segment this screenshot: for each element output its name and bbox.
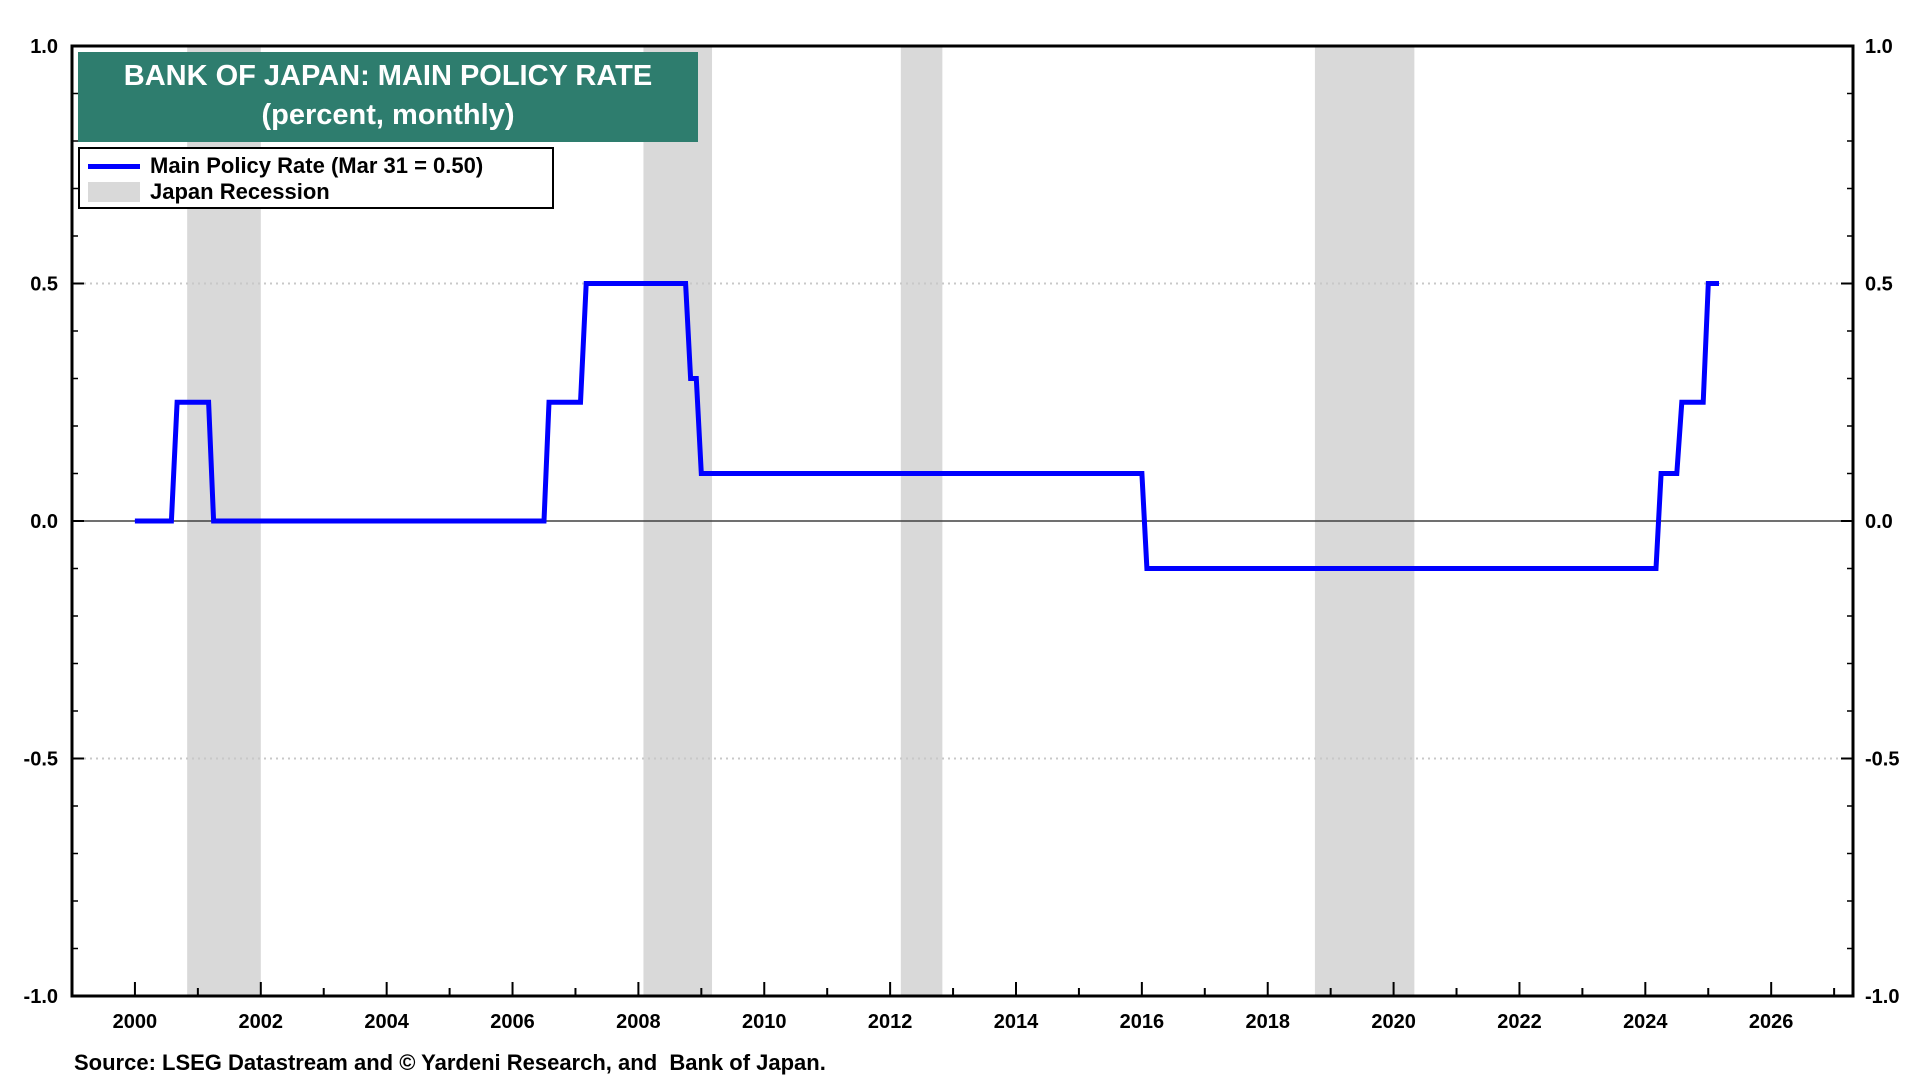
series-point-4 — [213, 520, 215, 522]
series-point-3 — [208, 401, 210, 403]
ticks — [71, 45, 1853, 997]
series-point-11 — [695, 378, 697, 379]
legend-swatch-recession — [88, 182, 140, 202]
x-tick-label-2008: 2008 — [616, 1011, 661, 1033]
y-tick-label-right-4: -1.0 — [1865, 986, 1899, 1008]
series-point-15 — [1655, 568, 1657, 569]
x-tick-label-2012: 2012 — [868, 1011, 913, 1033]
series-point-8 — [585, 283, 587, 284]
legend-label-policy-rate: Main Policy Rate (Mar 31 = 0.50) — [150, 153, 484, 178]
x-tick-label-2016: 2016 — [1120, 1011, 1165, 1033]
series-layer — [134, 281, 1720, 571]
y-tick-label-left-0: 1.0 — [30, 36, 58, 58]
series-point-10 — [690, 378, 692, 379]
x-tick-label-2018: 2018 — [1245, 1011, 1290, 1033]
y-tick-label-left-4: -1.0 — [24, 986, 58, 1008]
y-tick-label-right-1: 0.5 — [1865, 274, 1893, 296]
legend-item-recession: Japan Recession — [88, 179, 330, 204]
y-tick-label-right-3: -0.5 — [1865, 749, 1899, 771]
series-point-0 — [134, 520, 136, 522]
chart-subtitle: (percent, monthly) — [261, 99, 515, 131]
series-point-17 — [1676, 473, 1678, 474]
legend-label-recession: Japan Recession — [150, 179, 330, 204]
series-point-14 — [1146, 568, 1148, 569]
series-point-20 — [1707, 283, 1709, 284]
series-point-16 — [1660, 473, 1662, 474]
x-tick-label-2014: 2014 — [994, 1011, 1039, 1033]
x-tick-label-2020: 2020 — [1371, 1011, 1416, 1033]
series-line-policy-rate — [134, 281, 1719, 571]
y-tick-label-left-3: -0.5 — [24, 749, 58, 771]
series-point-18 — [1681, 401, 1683, 403]
y-tick-label-right-0: 1.0 — [1865, 36, 1893, 58]
x-tick-label-2026: 2026 — [1749, 1011, 1794, 1033]
x-tick-label-2010: 2010 — [742, 1011, 787, 1033]
series-point-19 — [1702, 401, 1704, 403]
tick-labels: 1.0 1.0 0.5 0.5 0.0 0.0 -0.5 -0.5 -1.0 -1.0 2000 20… — [24, 36, 1900, 1033]
x-tick-label-2000: 2000 — [113, 1011, 158, 1033]
source-note: Source: LSEG Datastream and © Yardeni Re… — [74, 1050, 826, 1075]
x-tick-label-2022: 2022 — [1497, 1011, 1542, 1033]
series-point-5 — [543, 520, 545, 522]
y-tick-label-left-1: 0.5 — [30, 274, 58, 296]
chart-title-box: BANK OF JAPAN: MAIN POLICY RATE (percent… — [78, 52, 698, 142]
x-tick-label-2024: 2024 — [1623, 1011, 1668, 1033]
legend-swatch-line — [88, 163, 140, 169]
series-point-9 — [685, 283, 687, 284]
y-tick-label-left-2: 0.0 — [30, 511, 58, 533]
x-tick-label-2004: 2004 — [364, 1011, 409, 1033]
chart-title: BANK OF JAPAN: MAIN POLICY RATE — [123, 60, 653, 92]
legend-item-policy-rate: Main Policy Rate (Mar 31 = 0.50) — [88, 153, 484, 178]
series-point-6 — [548, 401, 550, 403]
series-point-21 — [1718, 283, 1720, 284]
series-point-1 — [170, 520, 172, 522]
series-point-13 — [1141, 473, 1143, 474]
series-point-2 — [176, 401, 178, 403]
y-tick-label-right-2: 0.0 — [1865, 511, 1893, 533]
x-tick-label-2002: 2002 — [239, 1011, 284, 1033]
series-point-7 — [579, 401, 581, 403]
legend: Main Policy Rate (Mar 31 = 0.50) Japan R… — [78, 147, 554, 209]
x-tick-label-2006: 2006 — [490, 1011, 535, 1033]
series-point-12 — [700, 473, 702, 474]
